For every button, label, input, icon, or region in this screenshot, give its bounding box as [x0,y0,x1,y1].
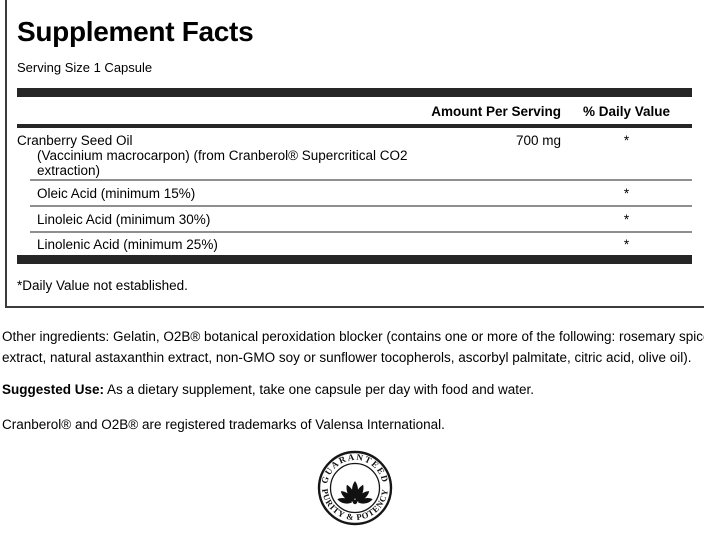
seal-outer-ring [317,450,393,526]
header-daily-value: % Daily Value [582,104,671,119]
row-separator [30,179,692,181]
ingredient-amount: 700 mg [515,133,561,148]
table-row: Linolenic Acid (minimum 25%) * [17,233,692,255]
seal-top-text: GUARANTEED [319,452,390,485]
guaranteed-purity-potency-seal: GUARANTEED PURITY & POTENCY [317,450,393,526]
suggested-use-label: Suggested Use: [2,382,105,397]
ingredient-daily-value: * [623,186,630,201]
row-separator [30,231,692,233]
leaf-cluster-icon [337,481,373,505]
ingredient-daily-value: * [623,133,630,148]
ingredient-daily-value: * [623,212,630,227]
supplement-facts-panel: Supplement Facts Serving Size 1 Capsule … [5,0,704,308]
seal-inner-ring [329,462,381,514]
thick-rule-top [17,88,692,97]
table-row: Oleic Acid (minimum 15%) * [17,181,692,205]
trademark-note: Cranberol® and O2B® are registered trade… [2,417,445,432]
serving-size: Serving Size 1 Capsule [17,60,153,75]
table-row: Cranberry Seed Oil (Vaccinium macrocarpo… [17,128,692,179]
page-title: Supplement Facts [17,16,254,47]
ingredient-name: Linolenic Acid (minimum 25%) [37,237,218,252]
ingredient-name-main: Cranberry Seed Oil [17,133,133,148]
suggested-use-text: As a dietary supplement, take one capsul… [104,382,535,397]
ingredient-daily-value: * [623,237,630,252]
suggested-use: Suggested Use: As a dietary supplement, … [2,379,534,400]
ingredient-subline: extraction) [37,163,101,178]
other-ingredients-line: extract, natural astaxanthin extract, no… [2,350,692,365]
header-rule [17,124,692,128]
ingredient-name: Cranberry Seed Oil (Vaccinium macrocarpo… [17,133,431,178]
table-header: Amount Per Serving % Daily Value [17,97,692,124]
ingredient-name: Linoleic Acid (minimum 30%) [37,212,211,227]
ingredient-name: Oleic Acid (minimum 15%) [37,186,196,201]
other-ingredients-line: Other ingredients: Gelatin, O2B® botanic… [2,329,704,344]
table-row: Linoleic Acid (minimum 30%) * [17,207,692,231]
daily-value-footnote: *Daily Value not established. [17,278,188,293]
other-ingredients: Other ingredients: Gelatin, O2B® botanic… [2,326,704,368]
row-separator [30,205,692,207]
thick-rule-bottom [17,255,692,264]
ingredient-subline: (Vaccinium macrocarpon) (from Cranberol®… [37,148,408,163]
header-amount-per-serving: Amount Per Serving [431,104,561,119]
